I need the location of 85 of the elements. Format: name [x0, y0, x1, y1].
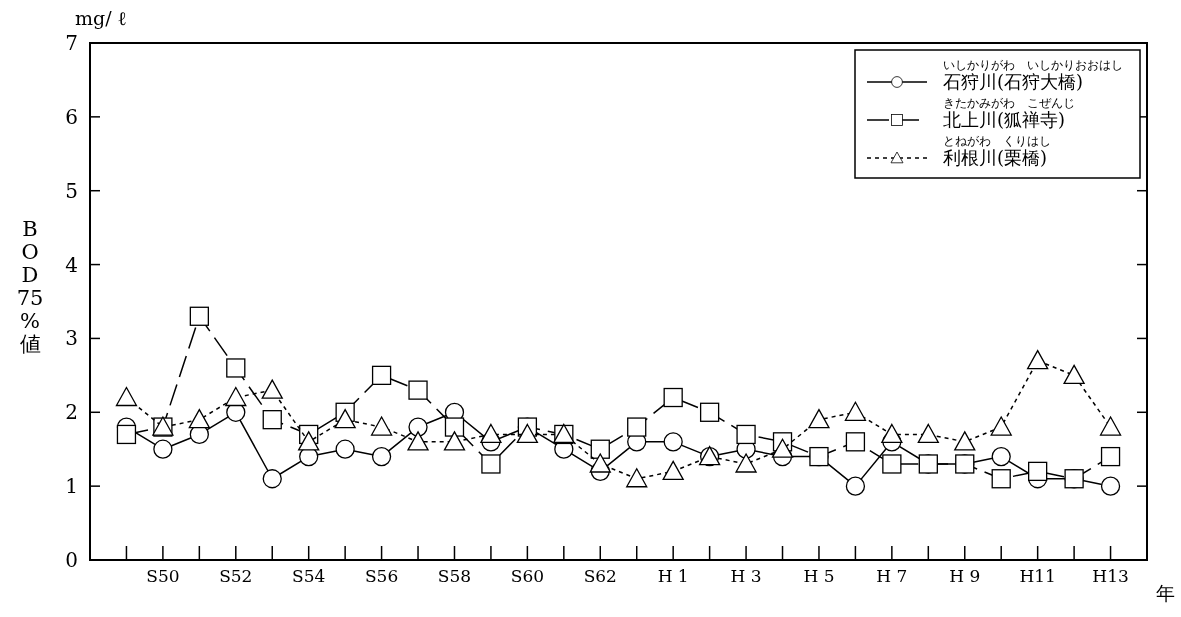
- point: [991, 469, 1011, 489]
- y-tick-label: 6: [65, 104, 78, 129]
- annotation: きたかみがわ こぜんじ: [943, 96, 1075, 110]
- point: [262, 410, 282, 430]
- point: [990, 416, 1012, 436]
- text: mg/ ℓ: [75, 7, 127, 29]
- x-tick-label: S54: [292, 566, 326, 586]
- point: [115, 386, 138, 407]
- point: [881, 423, 903, 444]
- point: [370, 416, 393, 436]
- point: [371, 446, 392, 467]
- x-tick-label: S50: [146, 566, 180, 586]
- point: [736, 424, 756, 445]
- point: [407, 431, 429, 451]
- point: [480, 423, 502, 444]
- point: [226, 358, 246, 378]
- y-tick-label: 7: [65, 31, 78, 55]
- point: [444, 417, 465, 437]
- point: [663, 432, 683, 452]
- point: [589, 453, 611, 473]
- point: [1027, 349, 1049, 370]
- x-tick-label: S60: [510, 566, 545, 586]
- x-tick-label: H 7: [876, 566, 908, 586]
- y-tick-label: 1: [65, 474, 78, 499]
- point: [1099, 416, 1122, 436]
- point: [662, 460, 684, 481]
- point: [845, 476, 866, 496]
- point: [262, 469, 282, 489]
- y-tick-label: 0: [65, 548, 78, 572]
- annotation: いしかりがわ いしかりおおはし: [943, 58, 1123, 72]
- legend-label: 石狩川(石狩大橋): [943, 71, 1084, 92]
- x-tick-label: H 1: [657, 566, 689, 586]
- point: [261, 379, 283, 399]
- point: [1100, 476, 1121, 496]
- point: [408, 417, 428, 437]
- annotation: とねがわ くりはし: [943, 134, 1051, 148]
- point: [116, 424, 137, 445]
- x-tick-label: S58: [437, 566, 472, 586]
- point: [771, 438, 794, 458]
- x-tick-label: H 3: [730, 566, 762, 586]
- point: [225, 386, 247, 407]
- point: [882, 454, 902, 474]
- point: [189, 306, 209, 326]
- point: [809, 446, 829, 467]
- point: [954, 431, 976, 451]
- point: [188, 409, 210, 429]
- y-tick-label: 3: [65, 326, 78, 351]
- x-tick-label: H 9: [949, 566, 981, 586]
- legend-label: 北上川(狐禅寺): [943, 109, 1066, 130]
- point: [1028, 461, 1048, 482]
- point: [516, 423, 539, 444]
- point: [844, 401, 867, 421]
- point: [153, 439, 173, 459]
- point: [334, 409, 356, 429]
- point: [845, 432, 866, 452]
- x-tick-label: S62: [583, 566, 617, 586]
- point: [1100, 446, 1121, 467]
- point: [298, 431, 320, 451]
- point: [408, 380, 428, 400]
- x-tick-label: H 5: [803, 566, 835, 586]
- x-tick-label: H11: [1019, 566, 1056, 586]
- point: [1063, 364, 1085, 385]
- point: [917, 423, 939, 444]
- point: [443, 431, 466, 451]
- point: [627, 417, 647, 437]
- point: [735, 453, 757, 473]
- y-tick-label: 2: [65, 400, 78, 425]
- point: [918, 454, 938, 474]
- point: [663, 387, 683, 408]
- point: [991, 446, 1011, 467]
- point: [590, 439, 610, 459]
- y-tick-label: 5: [65, 178, 78, 203]
- point: [626, 468, 648, 488]
- x-axis-title: 年: [1155, 582, 1175, 604]
- point: [481, 454, 501, 474]
- x-tick-label: H13: [1092, 566, 1129, 586]
- legend-label: 利根川(栗橋): [943, 147, 1048, 168]
- x-tick-label: S52: [219, 566, 253, 586]
- x-tick-label: S56: [364, 566, 399, 586]
- y-tick-label: 4: [65, 252, 78, 277]
- point: [335, 439, 355, 459]
- point: [371, 365, 392, 386]
- point: [699, 402, 720, 422]
- y-axis-title: BOD75%値: [16, 217, 44, 356]
- point: [808, 409, 830, 429]
